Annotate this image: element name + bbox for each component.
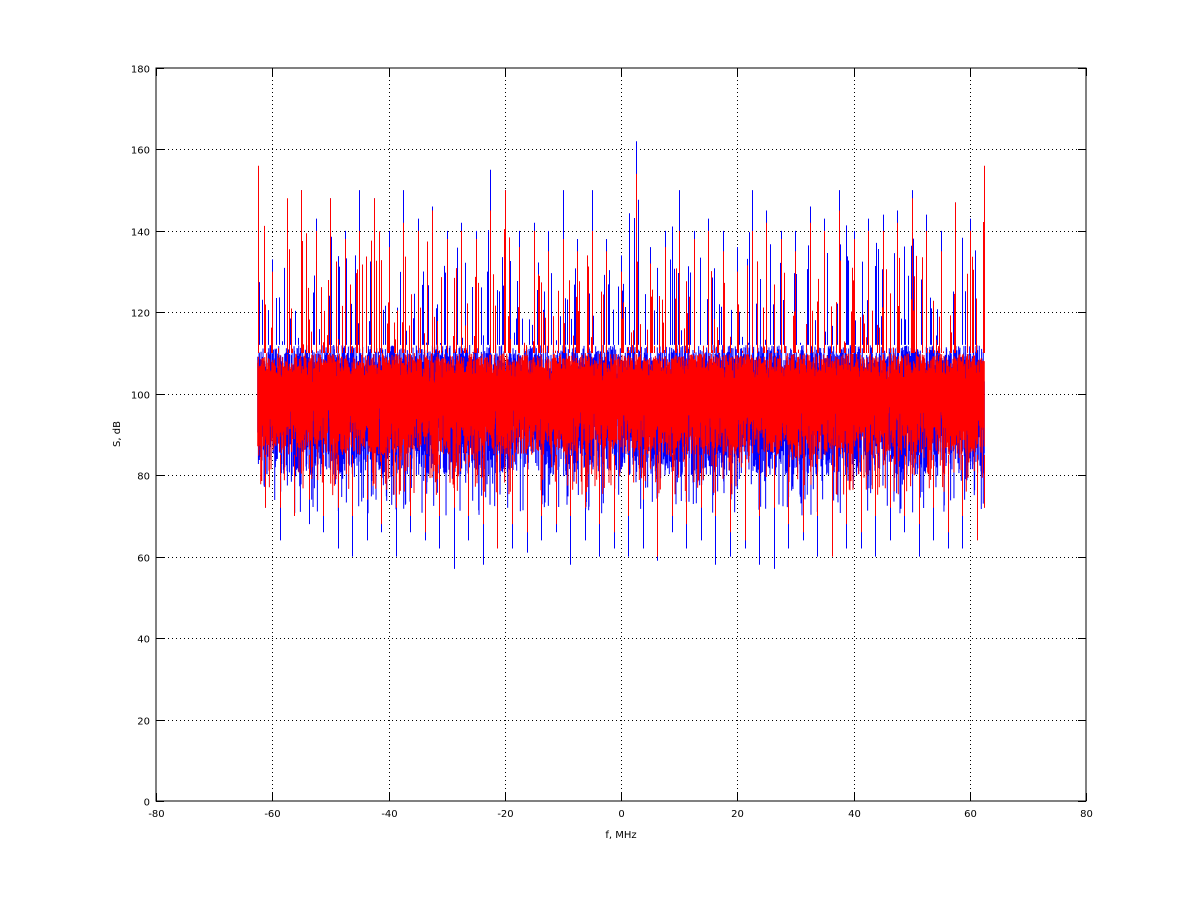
y-tick-label: 20 <box>137 717 150 728</box>
x-tick-label: 60 <box>964 809 977 820</box>
y-tick-label: 40 <box>137 635 150 646</box>
x-tick-label: 40 <box>848 809 861 820</box>
series-group <box>257 141 985 569</box>
y-tick-label: 100 <box>131 391 150 402</box>
x-tick-label: -80 <box>148 809 164 820</box>
x-tick-label: -60 <box>264 809 280 820</box>
y-axis-label: S, dB <box>112 421 123 447</box>
x-tick-label: -40 <box>381 809 397 820</box>
x-axis-label: f, MHz <box>605 830 636 841</box>
x-tick-label: 0 <box>618 809 624 820</box>
y-tick-label: 140 <box>131 228 150 239</box>
y-tick-label: 120 <box>131 309 150 320</box>
x-tick-label: 80 <box>1080 809 1093 820</box>
series-red <box>257 165 985 557</box>
y-tick-label: 160 <box>131 146 150 157</box>
y-tick-label: 180 <box>131 65 150 76</box>
y-tick-label: 0 <box>144 798 150 809</box>
x-tick-label: -20 <box>497 809 513 820</box>
ticks: -80 -60 -40 -20 0 20 40 60 80 0 20 40 60 80 100 120 140 1… <box>131 65 1093 821</box>
y-tick-label: 80 <box>137 472 150 483</box>
noise-band <box>257 353 985 496</box>
y-tick-label: 60 <box>137 554 150 565</box>
x-tick-label: 20 <box>731 809 744 820</box>
